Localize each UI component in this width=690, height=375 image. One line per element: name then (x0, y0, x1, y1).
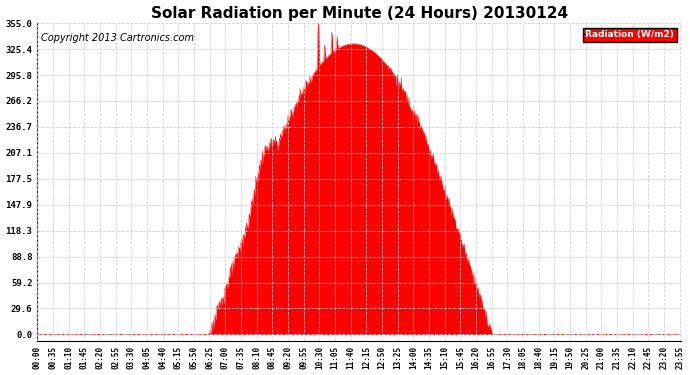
Text: Copyright 2013 Cartronics.com: Copyright 2013 Cartronics.com (41, 33, 193, 43)
Title: Solar Radiation per Minute (24 Hours) 20130124: Solar Radiation per Minute (24 Hours) 20… (151, 6, 568, 21)
Legend: Radiation (W/m2): Radiation (W/m2) (582, 28, 677, 42)
